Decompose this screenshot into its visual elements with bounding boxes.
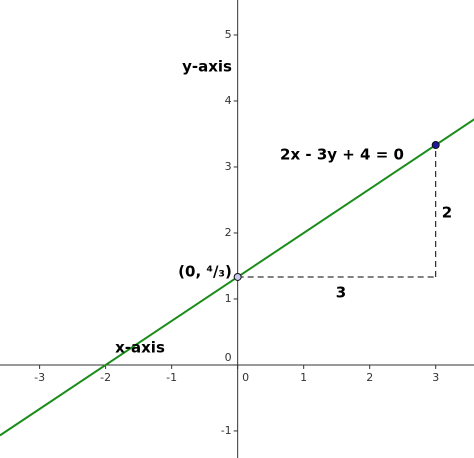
y-tick-label: 1 [225, 292, 232, 305]
annotation: x-axis [115, 339, 165, 357]
x-tick-label: 2 [366, 371, 373, 384]
annotation: (0, ⁴/₃) [178, 263, 232, 281]
annotation: y-axis [182, 58, 232, 76]
y-tick-label: 5 [225, 28, 232, 41]
x-tick-label: -3 [34, 371, 45, 384]
y-tick-label: -1 [221, 424, 232, 437]
y-tick-label: 4 [225, 94, 232, 107]
y-tick-label: 0 [225, 351, 232, 364]
x-tick-label: -1 [166, 371, 177, 384]
point [233, 272, 242, 281]
x-tick-label: -2 [100, 371, 111, 384]
annotation: 3 [336, 284, 346, 302]
annotation: 2x - 3y + 4 = 0 [280, 146, 404, 164]
x-tick-label: 1 [300, 371, 307, 384]
x-tick-label: 3 [432, 371, 439, 384]
annotation: 2 [442, 204, 452, 222]
y-tick-label: 2 [225, 226, 232, 239]
point [431, 140, 440, 149]
x-tick-label: 0 [242, 371, 249, 384]
y-tick-label: 3 [225, 160, 232, 173]
